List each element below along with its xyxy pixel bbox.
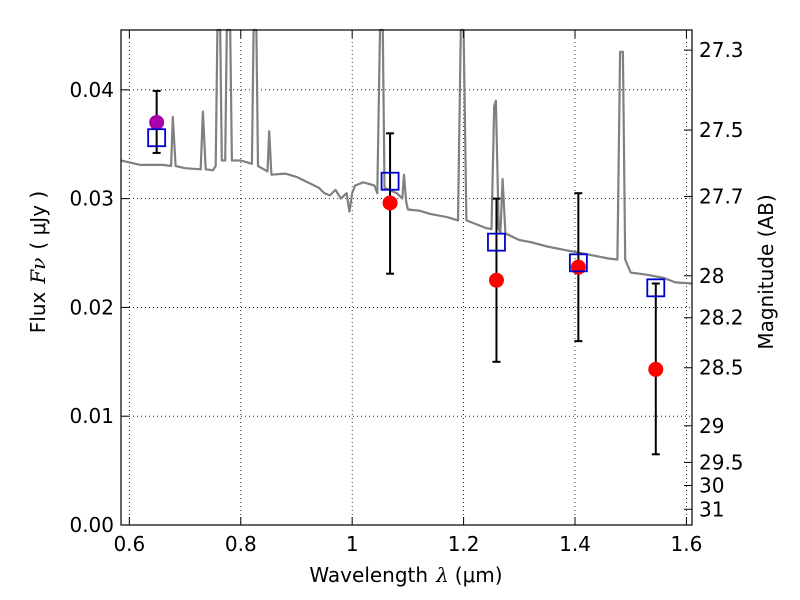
y-axis-label-symbol: Fν (26, 258, 50, 285)
y-axis-label-unit: ( μJy ) (26, 191, 50, 250)
y2-tick-label: 30 (699, 474, 724, 498)
y2-tick-label: 27.5 (699, 118, 744, 142)
x-tick-label: 1.2 (448, 532, 480, 556)
x-axis-label-symbol: λ (435, 563, 449, 587)
y-tick-label: 0.04 (69, 78, 114, 102)
red-data-point (382, 195, 398, 211)
x-axis-label-unit: (μm) (455, 563, 503, 587)
y-axis-label-text: Flux (26, 291, 50, 333)
y-tick-label: 0.01 (69, 404, 114, 428)
y2-tick-label: 27.7 (699, 184, 744, 208)
grid (121, 30, 692, 526)
blue-model-square (568, 253, 588, 273)
red-data-point (488, 272, 504, 288)
x-tick-label: 0.8 (225, 532, 257, 556)
x-axis-label-text: Wavelength (309, 563, 428, 587)
blue-model-square (380, 171, 400, 191)
x-tick-label: 0.6 (113, 532, 145, 556)
data-markers (147, 114, 666, 377)
y-tick-label: 0.02 (69, 295, 114, 319)
y2-tick-label: 29.5 (699, 450, 744, 474)
y2-tick-label: 28.5 (699, 356, 744, 380)
plot-frame (120, 29, 693, 526)
blue-model-square (646, 278, 666, 298)
y2-tick-label: 31 (699, 497, 724, 521)
red-data-point (570, 259, 586, 275)
y2-tick-label: 28.2 (699, 306, 744, 330)
x-axis-label: Wavelength λ (μm) (309, 563, 502, 587)
y2-tick-label: 29 (699, 414, 724, 438)
y-tick-label: 0.03 (69, 187, 114, 211)
y2-tick-label: 27.3 (699, 38, 744, 62)
x-tick-label: 1 (346, 532, 359, 556)
spectrum-line (120, 28, 693, 285)
x-tick-label: 1.4 (559, 532, 591, 556)
axis-ticks: 0.6 0.8 1 1.2 1.4 1.6 0.00 0.01 0.02 0.03 0.04 27.3… (69, 30, 744, 556)
x-tick-label: 1.6 (671, 532, 703, 556)
red-data-point (648, 361, 664, 377)
blue-model-square (147, 128, 167, 148)
model-spectrum (120, 28, 693, 285)
blue-model-square (487, 232, 506, 252)
y2-tick-label: 28 (699, 264, 724, 288)
y-tick-label: 0.00 (69, 513, 114, 537)
y2-axis-label: Magnitude (AB) (754, 194, 778, 349)
y-axis-label: Flux Fν ( μJy ) (26, 191, 50, 333)
magenta-data-point (149, 114, 165, 130)
error-bars (152, 89, 660, 456)
